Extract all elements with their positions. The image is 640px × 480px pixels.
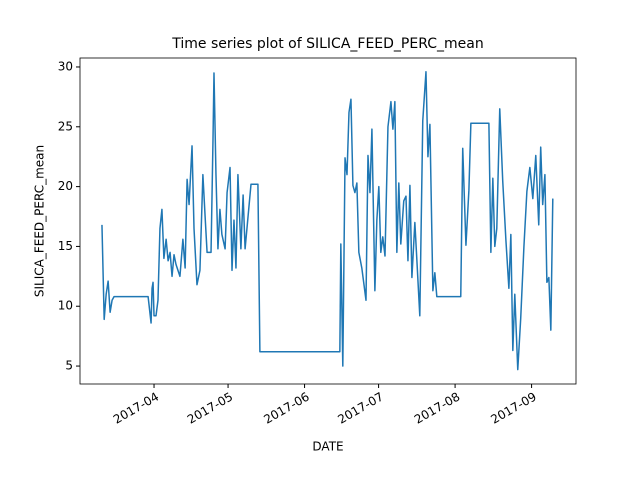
x-tick-label: 2017-04 — [111, 390, 161, 427]
x-tick-label: 2017-06 — [261, 390, 311, 427]
data-line — [101, 71, 554, 371]
y-tick-label: 5 — [65, 359, 73, 373]
y-tick-label: 10 — [58, 299, 73, 313]
plot-frame — [79, 57, 577, 385]
y-tick-label: 25 — [58, 119, 73, 133]
y-tick-label: 30 — [58, 59, 73, 73]
y-tick-label: 20 — [58, 179, 73, 193]
x-tick-label: 2017-09 — [488, 390, 538, 427]
chart-title: Time series plot of SILICA_FEED_PERC_mea… — [171, 36, 483, 52]
y-tick-label: 15 — [58, 239, 73, 253]
y-axis-label: SILICA_FEED_PERC_mean — [33, 145, 47, 297]
x-tick-label: 2017-05 — [185, 390, 235, 427]
x-tick-label: 2017-07 — [335, 390, 385, 427]
x-axis-label: DATE — [312, 440, 343, 454]
x-tick-label: 2017-08 — [412, 390, 462, 427]
